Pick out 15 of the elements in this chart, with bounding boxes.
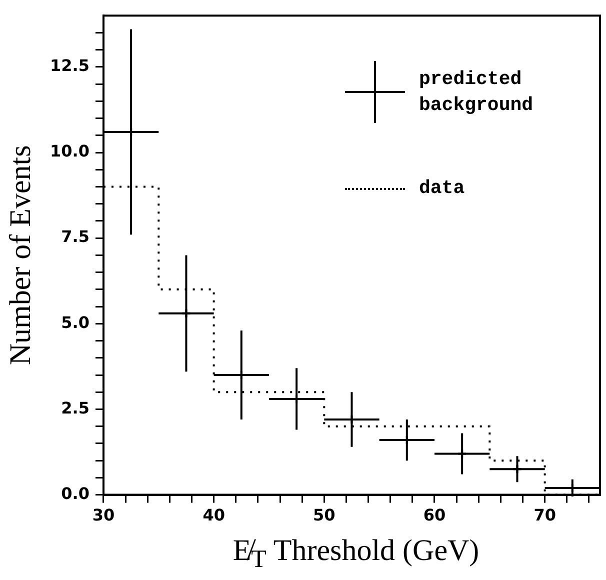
x-tick-label: 30 [92,506,115,525]
y-axis-title: Number of Events [4,145,37,366]
y-tick-label: 2.5 [61,398,90,418]
x-tick-label: 50 [313,506,336,525]
y-tick-label: 7.5 [61,227,90,246]
legend-label: predicted background [419,66,534,118]
y-tick-label: 12.5 [50,56,90,76]
y-tick-label: 10.0 [50,142,90,161]
x-tick-label: 60 [423,506,446,525]
y-tick-label: 5.0 [61,312,90,332]
x-tick-label: 40 [202,506,225,525]
x-tick-label: 70 [534,506,556,525]
x-axis-title: E̸$_{T}$ Threshold (GeV) [232,534,480,574]
legend-label: data [419,176,466,201]
y-tick-label: 0.0 [61,484,90,503]
